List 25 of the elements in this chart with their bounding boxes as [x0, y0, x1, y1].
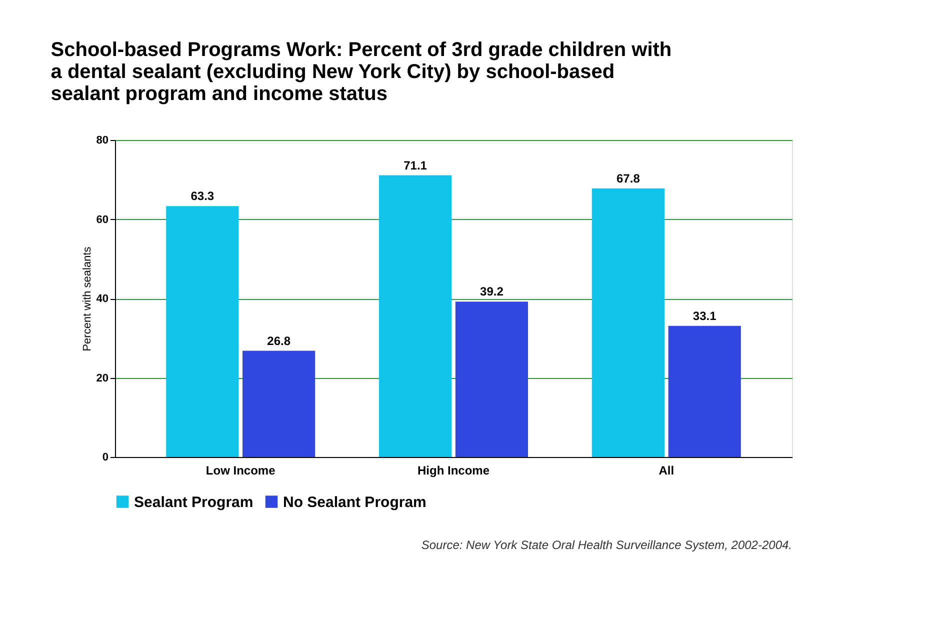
bar — [166, 206, 239, 457]
data-label: 33.1 — [692, 308, 717, 323]
x-tick-label: High Income — [417, 464, 490, 478]
x-tick-label: All — [658, 464, 674, 478]
legend-label: Sealant Program — [134, 494, 254, 511]
source-note: Source: New York State Oral Health Surveillance System, 2002-2004. — [421, 538, 792, 552]
bar — [592, 188, 664, 457]
chart-title: School-based Programs Work: Percent of 3rd grade children with a dental sealant (excluding New York City) by school-based sealant program and income status — [50, 39, 672, 105]
data-label: 71.1 — [404, 158, 428, 172]
data-label: 26.8 — [267, 334, 291, 348]
data-label: 39.2 — [480, 284, 504, 299]
y-tick-label: 0 — [102, 452, 108, 464]
x-tick-label: Low Income — [206, 464, 276, 478]
y-axis-title: Percent with sealants — [81, 246, 94, 352]
y-tick-label: 80 — [96, 134, 108, 146]
bar — [242, 350, 316, 457]
bar — [455, 302, 528, 457]
y-tick-label: 20 — [96, 372, 108, 384]
bar — [668, 326, 741, 457]
y-tick-label: 60 — [96, 214, 108, 226]
legend-label: No Sealant Program — [283, 494, 426, 511]
data-label: 67.8 — [616, 171, 640, 186]
bar — [378, 175, 452, 457]
data-label: 63.3 — [190, 189, 214, 204]
y-tick-label: 40 — [96, 293, 108, 305]
